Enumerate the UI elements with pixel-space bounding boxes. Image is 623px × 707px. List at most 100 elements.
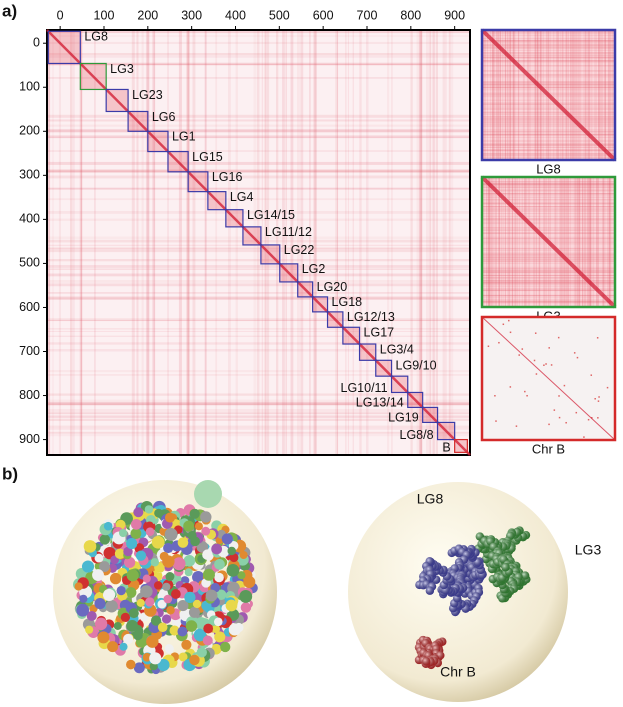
bead — [140, 585, 152, 597]
texture — [482, 121, 615, 122]
texture — [590, 177, 591, 307]
bead — [241, 602, 252, 613]
texture — [94, 31, 95, 454]
bead — [126, 538, 137, 549]
texture — [421, 31, 423, 454]
texture — [482, 184, 615, 185]
texture — [482, 134, 615, 135]
texture — [576, 412, 578, 414]
texture — [482, 45, 615, 46]
bead — [133, 507, 143, 517]
bead — [114, 622, 122, 630]
texture — [484, 30, 485, 160]
bead — [119, 529, 127, 537]
texture — [591, 374, 593, 376]
bead — [178, 537, 189, 548]
domain-fill — [423, 407, 438, 422]
texture — [536, 177, 537, 307]
bead — [181, 640, 191, 650]
bead — [143, 575, 151, 583]
bead — [206, 590, 218, 602]
bead — [189, 607, 200, 618]
y-tick-label: 800 — [19, 388, 40, 402]
texture — [482, 275, 615, 276]
bead — [203, 635, 213, 645]
texture — [482, 233, 615, 234]
texture — [583, 436, 585, 438]
structure-label: LG8 — [417, 491, 444, 507]
bead — [189, 655, 199, 665]
texture — [267, 31, 269, 454]
texture — [543, 177, 544, 307]
texture — [558, 395, 560, 397]
texture — [432, 31, 434, 454]
texture — [597, 417, 599, 419]
x-tick-label: 600 — [313, 8, 334, 22]
texture — [524, 177, 525, 307]
texture — [482, 103, 615, 104]
y-tick-label: 300 — [19, 168, 40, 182]
texture — [482, 223, 615, 224]
y-tick-label: 400 — [19, 212, 40, 226]
bead — [121, 613, 130, 622]
texture — [445, 31, 446, 454]
texture — [580, 30, 581, 160]
texture — [482, 119, 615, 120]
bead — [94, 598, 105, 609]
bead — [103, 589, 115, 601]
y-tick-label: 600 — [19, 300, 40, 314]
texture — [515, 177, 516, 307]
domain-fill — [408, 392, 423, 407]
texture — [429, 31, 431, 454]
texture — [482, 111, 615, 112]
texture — [588, 419, 590, 421]
domain-label: LG20 — [317, 280, 348, 294]
texture — [73, 31, 75, 454]
domain-fill — [80, 63, 106, 89]
bead — [130, 528, 141, 539]
texture — [565, 422, 567, 424]
domain-label: LG8 — [84, 30, 108, 44]
texture — [507, 30, 508, 160]
texture — [482, 204, 615, 205]
texture — [530, 30, 531, 160]
domain-fill — [455, 440, 468, 453]
bead — [239, 590, 252, 603]
bead — [177, 626, 187, 636]
texture — [48, 42, 469, 44]
texture — [482, 88, 615, 89]
texture — [541, 30, 542, 160]
texture — [482, 77, 615, 78]
bead — [82, 560, 94, 572]
x-tick-label: 800 — [400, 8, 421, 22]
texture — [489, 177, 490, 307]
bead — [154, 581, 163, 590]
texture — [559, 417, 561, 419]
texture — [514, 30, 515, 160]
texture — [70, 31, 72, 454]
texture — [205, 31, 206, 454]
texture — [337, 31, 338, 454]
bead — [203, 569, 215, 581]
texture — [566, 30, 567, 160]
texture — [482, 113, 615, 114]
bead — [97, 631, 109, 643]
texture — [518, 30, 519, 160]
bead-shade — [501, 563, 509, 571]
y-tick-label: 0 — [33, 36, 40, 50]
domain-label: LG22 — [284, 243, 315, 257]
texture — [604, 30, 605, 160]
bead — [194, 480, 222, 508]
texture — [554, 409, 556, 411]
texture — [410, 31, 412, 454]
texture — [482, 126, 615, 127]
texture — [603, 177, 604, 307]
texture — [534, 360, 536, 362]
texture — [510, 386, 512, 388]
texture — [482, 82, 615, 83]
texture — [482, 222, 615, 223]
texture — [535, 30, 536, 160]
texture — [498, 30, 499, 160]
bead — [227, 547, 236, 556]
texture — [522, 177, 523, 307]
